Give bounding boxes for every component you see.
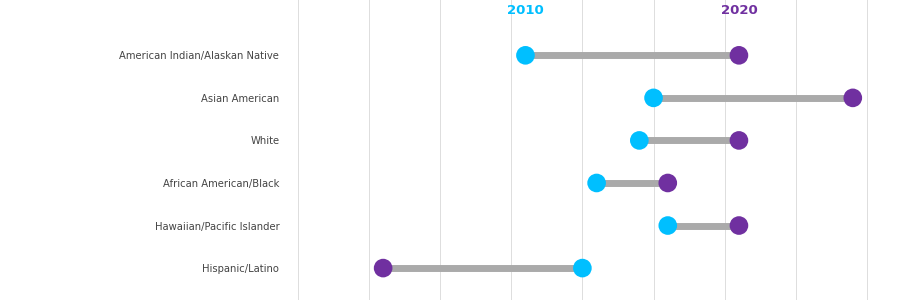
Text: Way Easier: Way Easier bbox=[73, 176, 206, 196]
Point bbox=[661, 181, 675, 185]
Point bbox=[846, 95, 860, 100]
Point bbox=[661, 223, 675, 228]
Point bbox=[732, 223, 746, 228]
Text: Method: Method bbox=[94, 236, 185, 256]
Point bbox=[575, 266, 590, 271]
Point bbox=[646, 95, 661, 100]
Text: Dot Plots in Excel: Dot Plots in Excel bbox=[68, 112, 211, 128]
Text: 2020: 2020 bbox=[721, 4, 757, 17]
Point bbox=[732, 138, 746, 143]
Point bbox=[732, 53, 746, 58]
Text: Horizontal Dumbbell: Horizontal Dumbbell bbox=[55, 64, 224, 80]
Point bbox=[518, 53, 533, 58]
Point bbox=[632, 138, 646, 143]
Text: 2010: 2010 bbox=[507, 4, 544, 17]
Point bbox=[590, 181, 604, 185]
Point bbox=[376, 266, 391, 271]
